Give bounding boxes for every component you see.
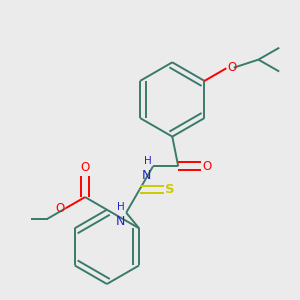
Text: N: N (116, 215, 125, 228)
Text: O: O (227, 61, 237, 74)
Text: O: O (80, 161, 90, 174)
Text: N: N (142, 169, 152, 182)
Text: O: O (56, 202, 65, 215)
Text: H: H (117, 202, 125, 212)
Text: H: H (144, 156, 152, 166)
Text: O: O (202, 160, 211, 173)
Text: S: S (166, 183, 175, 196)
